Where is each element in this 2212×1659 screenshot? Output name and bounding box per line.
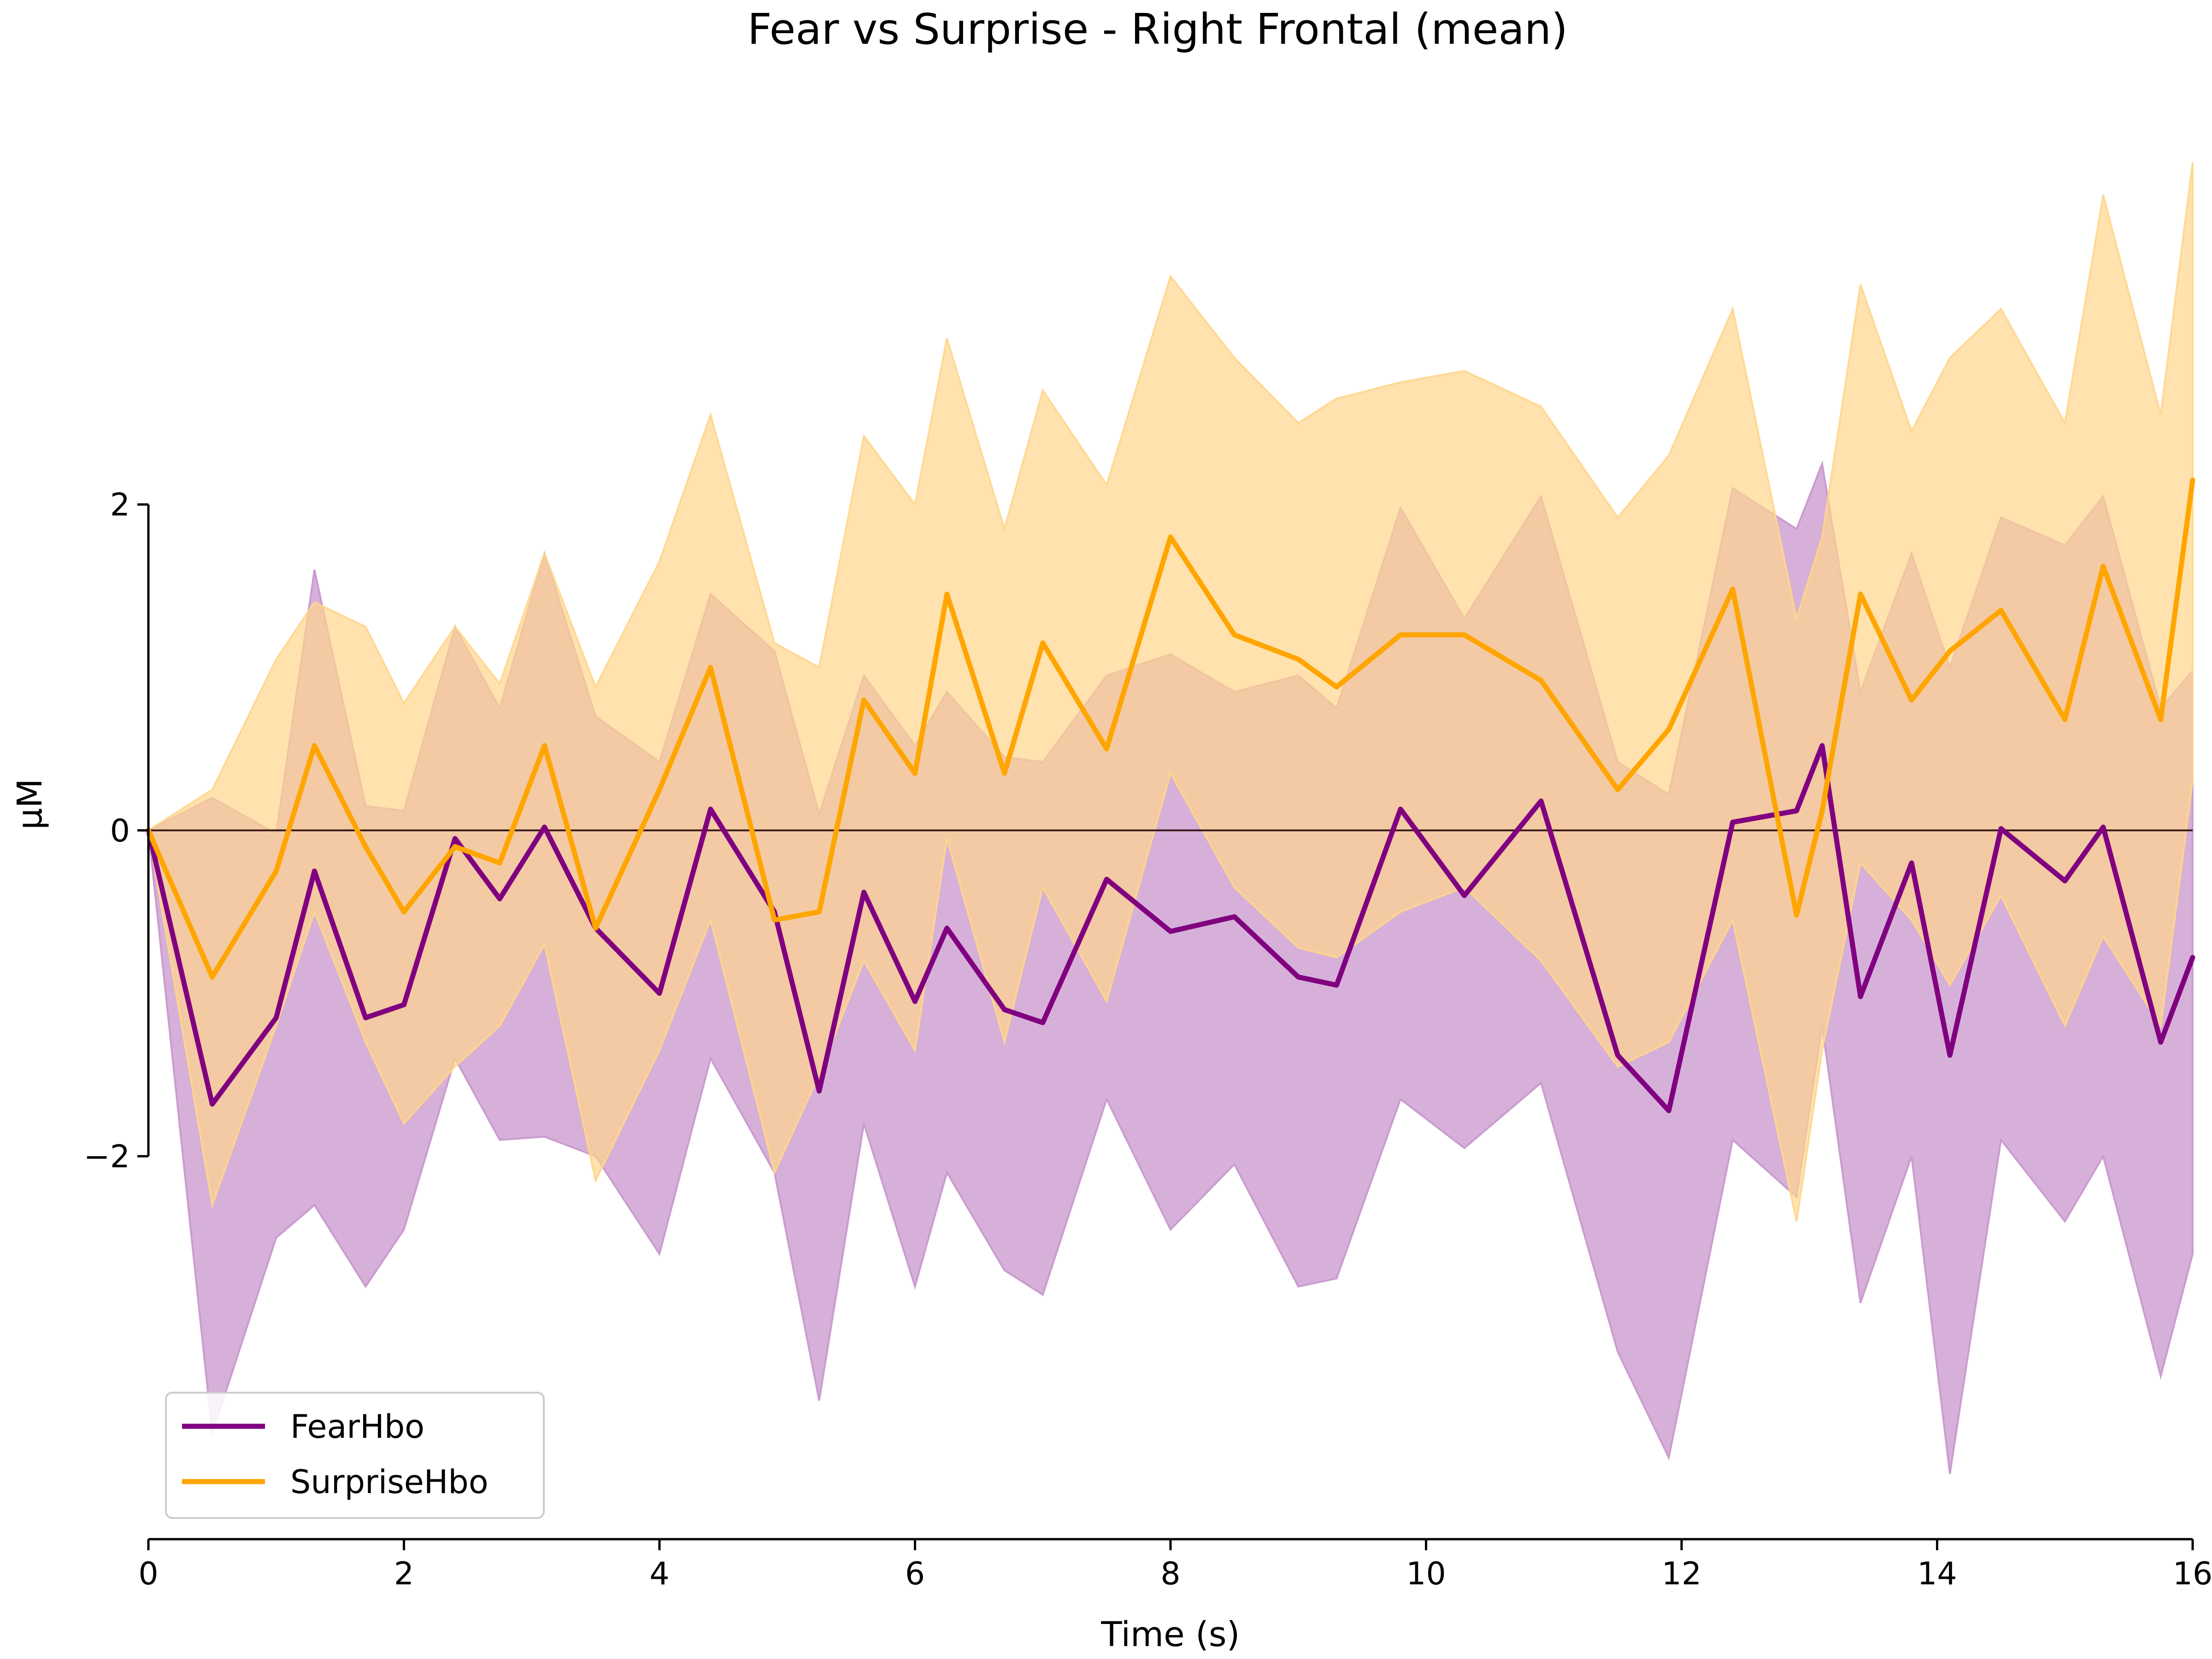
- y-axis-label: µM: [10, 779, 50, 830]
- series-line-surprisehbo: [146, 477, 2195, 980]
- y-tick-label: −2: [84, 1139, 130, 1175]
- y-axis-ticks: −2 0 2: [84, 487, 148, 1175]
- legend: FearHbo SurpriseHbo: [165, 1392, 545, 1519]
- x-axis-label: Time (s): [1101, 1615, 1240, 1654]
- confidence-bands: [147, 162, 2194, 1474]
- series-line-fearhbo: [146, 743, 2195, 1113]
- y-tick-label: 0: [110, 813, 130, 849]
- x-tick-label: 12: [1662, 1556, 1702, 1592]
- x-tick-label: 6: [905, 1556, 925, 1592]
- x-axis-ticks: 0 2 4 6 8 10 12 14 16: [138, 1539, 2212, 1592]
- legend-label-surprisehbo: SurpriseHbo: [290, 1463, 488, 1501]
- x-tick-label: 0: [138, 1556, 158, 1592]
- legend-label-fearhbo: FearHbo: [290, 1408, 424, 1446]
- x-tick-label: 4: [649, 1556, 669, 1592]
- x-tick-label: 16: [2173, 1556, 2212, 1592]
- x-tick-label: 14: [1917, 1556, 1957, 1592]
- series-lines: [146, 477, 2195, 1113]
- x-tick-label: 10: [1406, 1556, 1446, 1592]
- axes: 0 2 4 6 8 10 12 14 16 −2 0 2: [84, 487, 2212, 1592]
- x-tick-label: 8: [1160, 1556, 1180, 1592]
- chart-title: Fear vs Surprise - Right Frontal (mean): [747, 5, 1568, 54]
- y-tick-label: 2: [110, 487, 130, 524]
- x-tick-label: 2: [394, 1556, 414, 1592]
